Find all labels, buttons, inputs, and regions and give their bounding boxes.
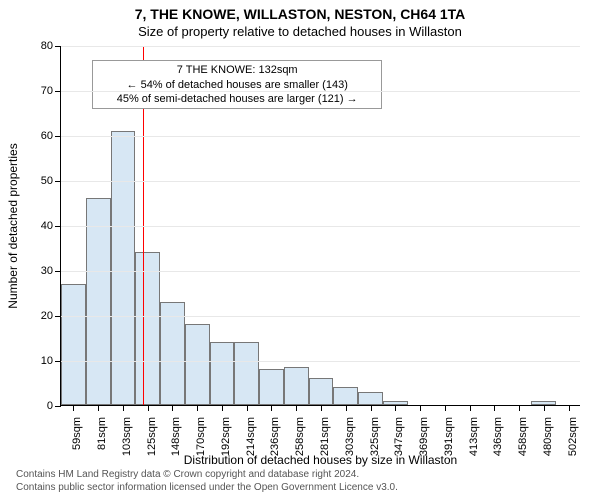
x-tick	[271, 405, 272, 411]
annotation-box: 7 THE KNOWE: 132sqm← 54% of detached hou…	[92, 60, 382, 109]
x-tick-label: 148sqm	[170, 417, 182, 456]
gridline	[61, 181, 580, 182]
x-tick	[148, 405, 149, 411]
gridline	[61, 271, 580, 272]
x-tick	[346, 405, 347, 411]
y-tick	[55, 316, 61, 317]
x-tick	[519, 405, 520, 411]
x-tick-label: 192sqm	[220, 417, 232, 456]
y-axis-title: Number of detached properties	[6, 143, 20, 308]
x-tick-label: 391sqm	[443, 417, 455, 456]
x-tick-label: 347sqm	[393, 417, 405, 456]
histogram-bar	[333, 387, 358, 405]
y-tick-label: 40	[41, 220, 53, 232]
plot-area: Number of detached properties Distributi…	[60, 46, 580, 406]
gridline	[61, 226, 580, 227]
y-tick-label: 50	[41, 175, 53, 187]
footer-line-2: Contains public sector information licen…	[16, 482, 398, 495]
gridline	[61, 136, 580, 137]
y-tick	[55, 136, 61, 137]
x-tick-label: 502sqm	[567, 417, 579, 456]
footer-text: Contains HM Land Registry data © Crown c…	[16, 469, 398, 494]
y-tick	[55, 271, 61, 272]
x-tick	[197, 405, 198, 411]
x-tick-label: 258sqm	[294, 417, 306, 456]
histogram-bar	[259, 369, 284, 405]
x-tick	[172, 405, 173, 411]
x-tick-label: 325sqm	[369, 417, 381, 456]
y-tick	[55, 46, 61, 47]
y-tick	[55, 361, 61, 362]
histogram-bar	[210, 342, 235, 405]
chart-container: 7, THE KNOWE, WILLASTON, NESTON, CH64 1T…	[0, 0, 600, 500]
x-tick-label: 413sqm	[468, 417, 480, 456]
annotation-line: 7 THE KNOWE: 132sqm	[99, 63, 375, 77]
x-tick	[222, 405, 223, 411]
x-tick	[470, 405, 471, 411]
x-tick-label: 436sqm	[492, 417, 504, 456]
histogram-bar	[185, 324, 210, 405]
page-title: 7, THE KNOWE, WILLASTON, NESTON, CH64 1T…	[0, 0, 600, 22]
x-tick	[544, 405, 545, 411]
x-tick-label: 458sqm	[517, 417, 529, 456]
y-tick-label: 10	[41, 355, 53, 367]
histogram-bar	[160, 302, 185, 406]
x-tick-label: 281sqm	[319, 417, 331, 456]
x-tick-label: 59sqm	[71, 417, 83, 450]
x-tick	[98, 405, 99, 411]
histogram-bar	[61, 284, 86, 406]
y-tick	[55, 406, 61, 407]
x-tick-label: 303sqm	[344, 417, 356, 456]
y-tick	[55, 226, 61, 227]
y-tick-label: 80	[41, 40, 53, 52]
y-tick-label: 30	[41, 265, 53, 277]
y-tick-label: 20	[41, 310, 53, 322]
histogram-bar	[284, 367, 309, 405]
histogram-bar	[135, 252, 160, 405]
histogram-bar	[86, 198, 111, 405]
x-tick	[420, 405, 421, 411]
x-tick-label: 480sqm	[542, 417, 554, 456]
y-tick-label: 70	[41, 85, 53, 97]
page-subtitle: Size of property relative to detached ho…	[0, 22, 600, 39]
x-tick-label: 170sqm	[195, 417, 207, 456]
x-tick-label: 125sqm	[146, 417, 158, 456]
annotation-line: ← 54% of detached houses are smaller (14…	[99, 78, 375, 92]
gridline	[61, 316, 580, 317]
y-tick	[55, 181, 61, 182]
y-tick-label: 0	[47, 400, 53, 412]
x-tick	[445, 405, 446, 411]
x-tick-label: 369sqm	[418, 417, 430, 456]
gridline	[61, 361, 580, 362]
x-tick	[569, 405, 570, 411]
x-tick	[321, 405, 322, 411]
x-tick	[371, 405, 372, 411]
annotation-line: 45% of semi-detached houses are larger (…	[99, 92, 375, 106]
y-tick-label: 60	[41, 130, 53, 142]
x-tick	[296, 405, 297, 411]
x-tick-label: 214sqm	[245, 417, 257, 456]
x-tick	[123, 405, 124, 411]
histogram-bar	[309, 378, 334, 405]
y-tick	[55, 91, 61, 92]
x-tick	[247, 405, 248, 411]
histogram-bar	[111, 131, 136, 406]
x-tick	[73, 405, 74, 411]
x-tick	[395, 405, 396, 411]
histogram-bar	[234, 342, 259, 405]
x-tick	[494, 405, 495, 411]
gridline	[61, 46, 580, 47]
footer-line-1: Contains HM Land Registry data © Crown c…	[16, 469, 398, 482]
histogram-bar	[358, 392, 383, 406]
x-tick-label: 81sqm	[96, 417, 108, 450]
x-tick-label: 236sqm	[269, 417, 281, 456]
x-tick-label: 103sqm	[121, 417, 133, 456]
gridline	[61, 91, 580, 92]
